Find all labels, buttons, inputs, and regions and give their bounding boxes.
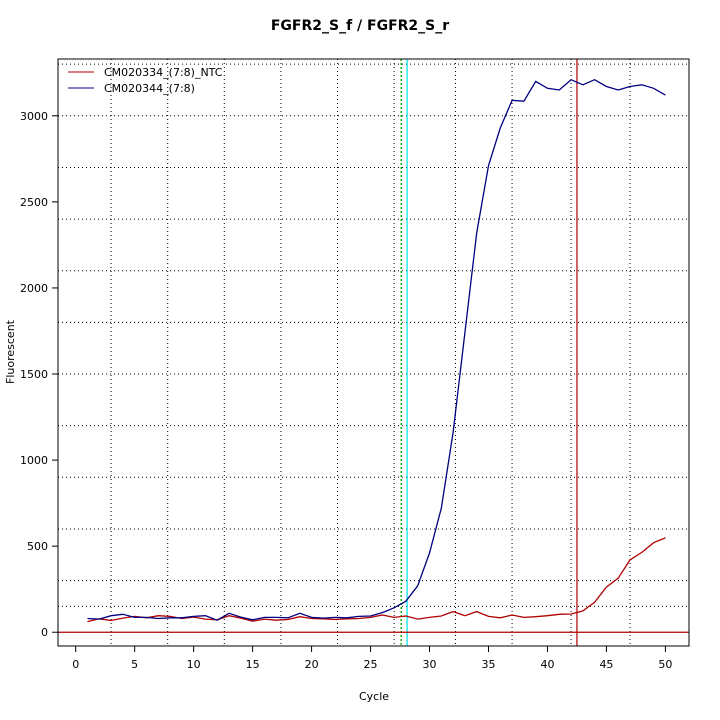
y-tick-label: 2500 — [20, 196, 48, 209]
x-tick-label: 15 — [246, 658, 260, 671]
x-tick-label: 0 — [72, 658, 79, 671]
x-tick-label: 35 — [481, 658, 495, 671]
y-tick-label: 2000 — [20, 282, 48, 295]
x-tick-label: 20 — [305, 658, 319, 671]
x-tick-label: 5 — [131, 658, 138, 671]
x-axis-label: Cycle — [359, 690, 389, 703]
x-tick-label: 25 — [364, 658, 378, 671]
y-tick-label: 1500 — [20, 368, 48, 381]
legend-label-sample: CM020344_(7:8) — [104, 82, 195, 95]
y-tick-label: 1000 — [20, 454, 48, 467]
x-tick-label: 45 — [599, 658, 613, 671]
y-tick-label: 3000 — [20, 110, 48, 123]
x-tick-label: 50 — [658, 658, 672, 671]
legend-label-ntc: CM020334_(7:8)_NTC — [104, 66, 223, 79]
plot-frame — [57, 58, 690, 647]
legend: CM020334_(7:8)_NTC CM020344_(7:8) — [59, 60, 223, 95]
x-tick-label: 10 — [187, 658, 201, 671]
axis-layer: 0 5 10 15 20 25 30 35 40 45 5005001000150020002500… — [20, 110, 672, 671]
y-tick-label: 0 — [41, 626, 48, 639]
vertical-marker-layer — [58, 59, 689, 646]
series-line-sample — [87, 78, 666, 621]
x-tick-label: 30 — [423, 658, 437, 671]
y-axis-label: Fluorescent — [4, 319, 17, 384]
series-layer — [87, 78, 666, 623]
chart-title: FGFR2_S_f / FGFR2_S_r — [270, 18, 450, 34]
y-tick-label: 500 — [27, 540, 48, 553]
grid-layer — [58, 59, 689, 646]
legend-box — [59, 60, 60, 61]
x-tick-label: 40 — [540, 658, 554, 671]
series-line-ntc — [87, 537, 666, 623]
